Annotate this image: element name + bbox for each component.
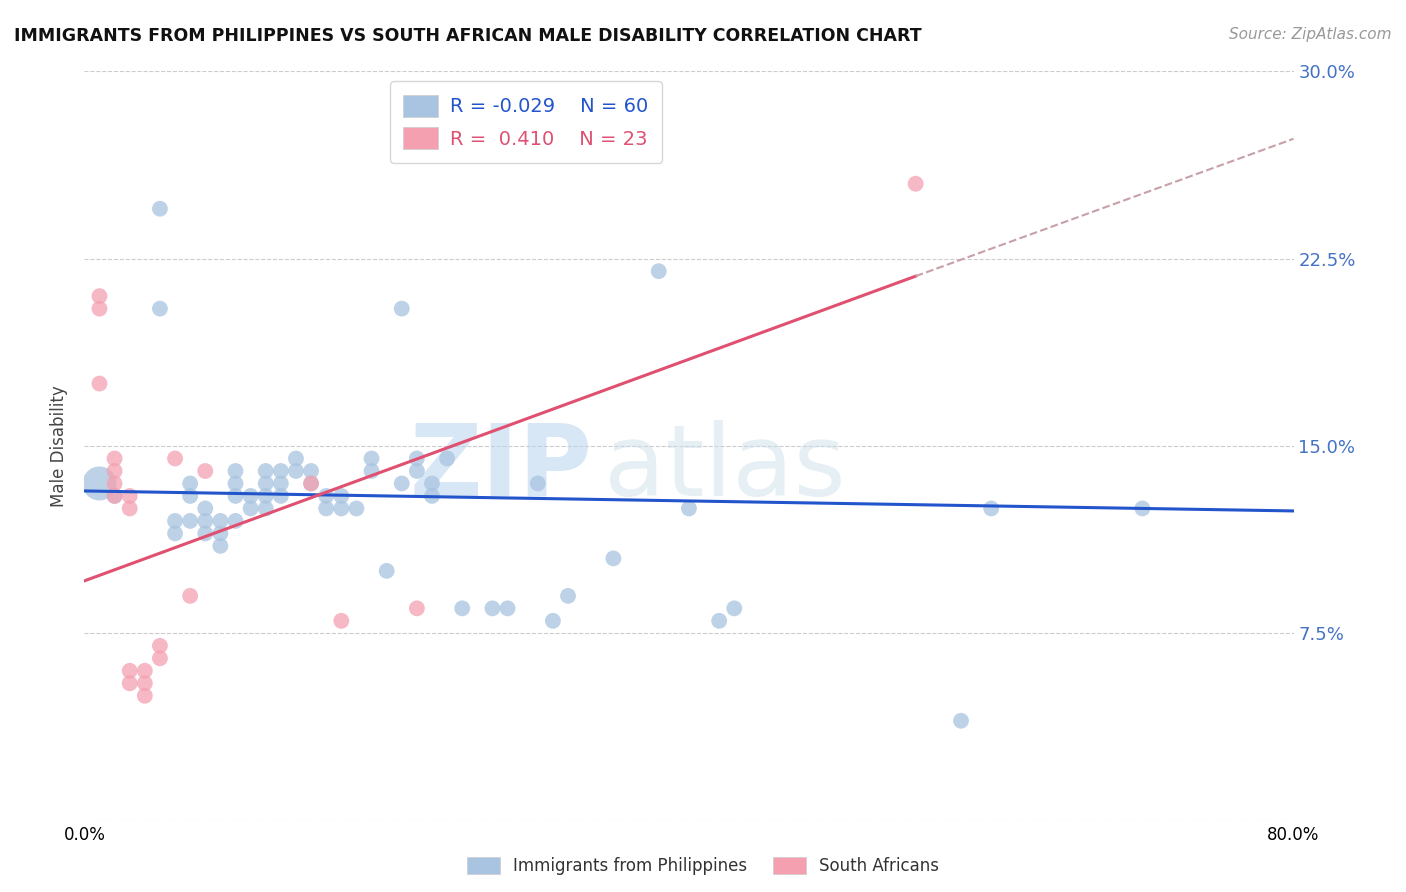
Point xyxy=(89,476,111,491)
Point xyxy=(541,614,564,628)
Point xyxy=(209,526,232,541)
Point xyxy=(89,301,111,316)
Point xyxy=(225,476,247,491)
Point xyxy=(481,601,503,615)
Point xyxy=(209,514,232,528)
Point xyxy=(165,451,187,466)
Point xyxy=(360,464,382,478)
Point xyxy=(270,489,292,503)
Point xyxy=(179,589,201,603)
Point xyxy=(225,514,247,528)
Point xyxy=(104,489,127,503)
Point xyxy=(165,514,187,528)
Point xyxy=(118,664,141,678)
Point xyxy=(254,476,277,491)
Point xyxy=(118,501,141,516)
Point xyxy=(375,564,398,578)
Point xyxy=(723,601,745,615)
Point xyxy=(1130,501,1153,516)
Point xyxy=(149,301,172,316)
Point xyxy=(436,451,458,466)
Point xyxy=(360,451,382,466)
Point xyxy=(225,489,247,503)
Point xyxy=(149,639,172,653)
Point xyxy=(904,177,927,191)
Point xyxy=(315,501,337,516)
Point xyxy=(285,464,308,478)
Point xyxy=(709,614,731,628)
Point xyxy=(225,464,247,478)
Point xyxy=(254,489,277,503)
Point xyxy=(346,501,368,516)
Point xyxy=(89,289,111,303)
Point xyxy=(420,489,443,503)
Point xyxy=(149,202,172,216)
Point xyxy=(104,451,127,466)
Point xyxy=(527,476,550,491)
Point xyxy=(104,464,127,478)
Point xyxy=(406,451,429,466)
Point xyxy=(299,476,322,491)
Point xyxy=(134,664,156,678)
Legend: Immigrants from Philippines, South Africans: Immigrants from Philippines, South Afric… xyxy=(458,849,948,884)
Point xyxy=(270,476,292,491)
Point xyxy=(254,501,277,516)
Point xyxy=(118,489,141,503)
Point xyxy=(89,376,111,391)
Point xyxy=(194,501,217,516)
Point xyxy=(194,514,217,528)
Point xyxy=(451,601,474,615)
Point xyxy=(239,501,262,516)
Point xyxy=(254,464,277,478)
Point xyxy=(104,489,127,503)
Point xyxy=(134,689,156,703)
Legend: R = -0.029    N = 60, R =  0.410    N = 23: R = -0.029 N = 60, R = 0.410 N = 23 xyxy=(389,81,662,163)
Point xyxy=(950,714,973,728)
Point xyxy=(104,476,127,491)
Point xyxy=(149,651,172,665)
Point xyxy=(330,489,353,503)
Point xyxy=(496,601,519,615)
Point xyxy=(406,464,429,478)
Point xyxy=(330,614,353,628)
Point xyxy=(315,489,337,503)
Point xyxy=(299,476,322,491)
Point xyxy=(557,589,579,603)
Text: IMMIGRANTS FROM PHILIPPINES VS SOUTH AFRICAN MALE DISABILITY CORRELATION CHART: IMMIGRANTS FROM PHILIPPINES VS SOUTH AFR… xyxy=(14,27,922,45)
Text: atlas: atlas xyxy=(605,420,846,517)
Point xyxy=(179,476,201,491)
Point xyxy=(179,489,201,503)
Point xyxy=(391,476,413,491)
Point xyxy=(134,676,156,690)
Point xyxy=(648,264,671,278)
Point xyxy=(194,464,217,478)
Point xyxy=(270,464,292,478)
Point xyxy=(239,489,262,503)
Point xyxy=(179,514,201,528)
Point xyxy=(602,551,624,566)
Point xyxy=(118,676,141,690)
Point xyxy=(165,526,187,541)
Text: Source: ZipAtlas.com: Source: ZipAtlas.com xyxy=(1229,27,1392,42)
Point xyxy=(420,476,443,491)
Text: ZIP: ZIP xyxy=(409,420,592,517)
Point xyxy=(285,451,308,466)
Point xyxy=(299,464,322,478)
Point xyxy=(406,601,429,615)
Point xyxy=(391,301,413,316)
Point xyxy=(194,526,217,541)
Point xyxy=(678,501,700,516)
Point xyxy=(330,501,353,516)
Y-axis label: Male Disability: Male Disability xyxy=(51,385,69,507)
Point xyxy=(980,501,1002,516)
Point xyxy=(209,539,232,553)
